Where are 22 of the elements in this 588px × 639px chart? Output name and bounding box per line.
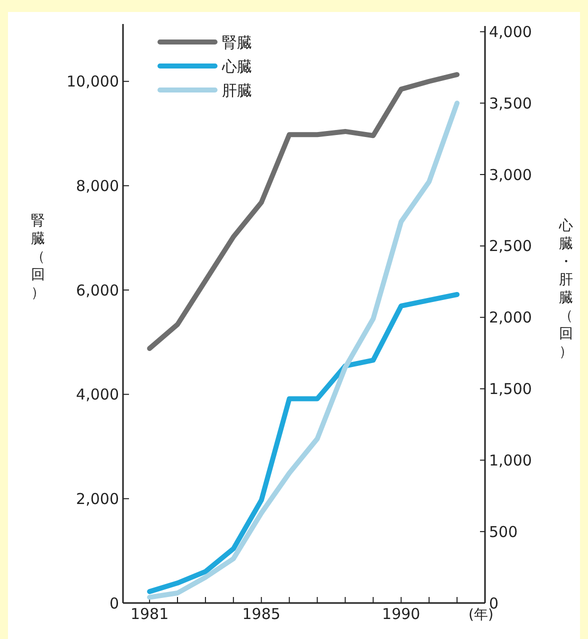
y-tick-label: 10,000 [66, 72, 119, 91]
legend-label: 腎臓 [222, 33, 252, 52]
legend-label: 肝臓 [222, 81, 252, 100]
y2-axis-title: 心臓・肝臓（回） [558, 218, 573, 360]
y2-tick-label: 1,000 [489, 451, 532, 470]
y-axis-title: 腎臓（回） [31, 213, 45, 301]
y-tick-label: 6,000 [76, 281, 119, 300]
y-tick-label: 4,000 [76, 386, 119, 404]
y2-tick-label: 500 [489, 522, 518, 541]
x-tick-label: 1985 [242, 605, 280, 623]
x-tick-label: 1981 [130, 605, 169, 623]
y-tick-label: 8,000 [76, 176, 119, 195]
y2-tick-label: 3,000 [489, 166, 532, 184]
y2-tick-label: 4,000 [489, 22, 532, 41]
y-tick-label: 0 [109, 594, 119, 612]
x-tick-label: 1990 [382, 605, 420, 623]
y-tick-label: 2,000 [76, 490, 119, 508]
y2-tick-label: 2,000 [489, 308, 532, 327]
y2-tick-label: 2,500 [489, 237, 532, 256]
legend-label: 心臓 [221, 57, 252, 76]
y2-tick-label: 3,500 [489, 94, 532, 112]
y2-tick-label: 1,500 [489, 380, 532, 398]
